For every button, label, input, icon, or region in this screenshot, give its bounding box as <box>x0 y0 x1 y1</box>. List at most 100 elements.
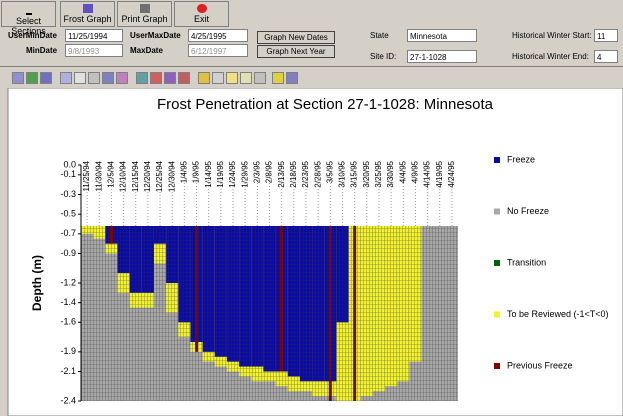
chart-title: Frost Penetration at Section 27-1-1028: … <box>157 96 494 113</box>
y-tick-label: -0.5 <box>60 209 76 219</box>
label: UserMinDate <box>8 31 57 40</box>
button-label: Print Graph <box>121 14 168 24</box>
winter-end-input[interactable]: 4 <box>594 50 618 63</box>
legend-swatch <box>494 260 500 266</box>
x-tick-label: 2/18/95 <box>289 160 298 187</box>
exit-button[interactable]: Exit <box>174 1 229 27</box>
y-tick-label: -0.1 <box>60 169 76 179</box>
legend-swatch <box>494 157 500 163</box>
state-input[interactable]: Minnesota <box>407 29 477 42</box>
cell-grid <box>81 226 458 401</box>
y-tick-label: -2.4 <box>60 395 76 405</box>
tool-icon[interactable] <box>116 72 128 84</box>
x-tick-label: 2/23/95 <box>301 160 310 187</box>
legend-label: Previous Freeze <box>507 360 573 370</box>
x-tick-label: 12/10/94 <box>119 160 128 192</box>
y-tick-label: -1.4 <box>60 297 76 307</box>
x-tick-label: 1/9/95 <box>192 160 201 183</box>
tool-icon[interactable] <box>60 72 72 84</box>
tool-icon[interactable] <box>272 72 284 84</box>
legend-label: To be Reviewed (-1<T<0) <box>507 309 609 319</box>
x-tick-label: 4/24/95 <box>447 160 456 187</box>
select-sections-button[interactable]: Select Sections <box>1 1 56 36</box>
y-tick-label: -1.6 <box>60 317 76 327</box>
x-tick-label: 3/5/95 <box>325 160 334 183</box>
tool-icon[interactable] <box>198 72 210 84</box>
label: State <box>370 31 389 40</box>
tool-icon[interactable] <box>286 72 298 84</box>
x-tick-label: 1/19/95 <box>216 160 225 187</box>
button-label: Exit <box>193 14 209 24</box>
graph-new-dates-button[interactable]: Graph New Dates <box>257 31 335 44</box>
label: MaxDate <box>130 46 163 55</box>
max-date-input: 6/12/1997 <box>188 44 248 57</box>
x-tick-label: 11/25/94 <box>82 160 91 191</box>
y-tick-label: -0.9 <box>60 248 76 258</box>
y-axis-title: Depth (m) <box>30 255 44 311</box>
x-tick-label: 11/30/94 <box>94 160 103 191</box>
legend-swatch <box>494 208 500 215</box>
tool-icon[interactable] <box>102 72 114 84</box>
x-tick-label: 1/29/95 <box>240 160 249 187</box>
winter-start-input[interactable]: 11 <box>594 29 618 42</box>
tool-icon[interactable] <box>178 72 190 84</box>
x-tick-label: 4/19/95 <box>435 160 444 187</box>
tool-icon[interactable] <box>212 72 224 84</box>
tool-icon[interactable] <box>88 72 100 84</box>
x-tick-label: 12/30/94 <box>167 160 176 192</box>
legend-swatch <box>494 363 500 369</box>
button-label: Frost Graph <box>63 14 112 24</box>
y-tick-label: -0.7 <box>60 228 76 238</box>
x-tick-label: 12/5/94 <box>107 160 116 187</box>
tool-icon[interactable] <box>136 72 148 84</box>
x-tick-label: 12/15/94 <box>131 160 140 192</box>
user-min-date-input[interactable]: 11/25/1994 <box>65 29 123 42</box>
tool-icon[interactable] <box>164 72 176 84</box>
x-tick-label: 4/9/95 <box>411 160 420 183</box>
x-tick-label: 2/3/95 <box>252 160 261 183</box>
tool-icon[interactable] <box>40 72 52 84</box>
tool-icon[interactable] <box>26 72 38 84</box>
separator <box>0 66 623 67</box>
tool-icon[interactable] <box>240 72 252 84</box>
tool-icon[interactable] <box>226 72 238 84</box>
legend-label: Transition <box>507 257 546 267</box>
legend-label: Freeze <box>507 154 535 164</box>
x-tick-label: 3/25/95 <box>374 160 383 187</box>
min-date-input: 9/8/1993 <box>65 44 123 57</box>
x-tick-label: 1/4/95 <box>179 160 188 183</box>
x-tick-label: 1/14/95 <box>204 160 213 187</box>
graph-next-year-button[interactable]: Graph Next Year <box>257 45 335 58</box>
y-tick-label: -0.3 <box>60 189 76 199</box>
tool-icon[interactable] <box>150 72 162 84</box>
y-tick-label: -1.9 <box>60 346 76 356</box>
label: Historical Winter End: <box>512 52 589 61</box>
label: UserMaxDate <box>130 31 181 40</box>
x-tick-label: 3/10/95 <box>338 160 347 187</box>
label: MinDate <box>26 46 58 55</box>
y-tick-label: -1.2 <box>60 277 76 287</box>
chart: Frost Penetration at Section 27-1-1028: … <box>7 88 623 416</box>
x-tick-label: 1/24/95 <box>228 160 237 187</box>
x-tick-label: 3/20/95 <box>362 160 371 187</box>
x-tick-label: 12/25/94 <box>155 160 164 192</box>
legend-swatch <box>494 311 500 318</box>
user-max-date-input[interactable]: 4/25/1995 <box>188 29 248 42</box>
legend-label: No Freeze <box>507 206 549 216</box>
x-tick-label: 4/4/95 <box>398 160 407 183</box>
x-tick-label: 2/13/95 <box>277 160 286 187</box>
tool-icon[interactable] <box>74 72 86 84</box>
button-label: Select Sections <box>11 16 46 36</box>
tool-icon[interactable] <box>254 72 266 84</box>
print-graph-button[interactable]: Print Graph <box>117 1 172 27</box>
frost-graph-button[interactable]: Frost Graph <box>60 1 115 27</box>
tool-icon[interactable] <box>12 72 24 84</box>
label: Site ID: <box>370 52 397 61</box>
label: Historical Winter Start: <box>512 31 592 40</box>
x-tick-label: 4/14/95 <box>423 160 432 187</box>
site-id-input[interactable]: 27-1-1028 <box>407 50 477 63</box>
y-tick-label: 0.0 <box>63 159 76 169</box>
x-tick-label: 2/8/95 <box>265 160 274 183</box>
plot: 11/25/94 11/30/94 12/5/94 12/10/94 12/15/94 1… <box>60 154 608 405</box>
